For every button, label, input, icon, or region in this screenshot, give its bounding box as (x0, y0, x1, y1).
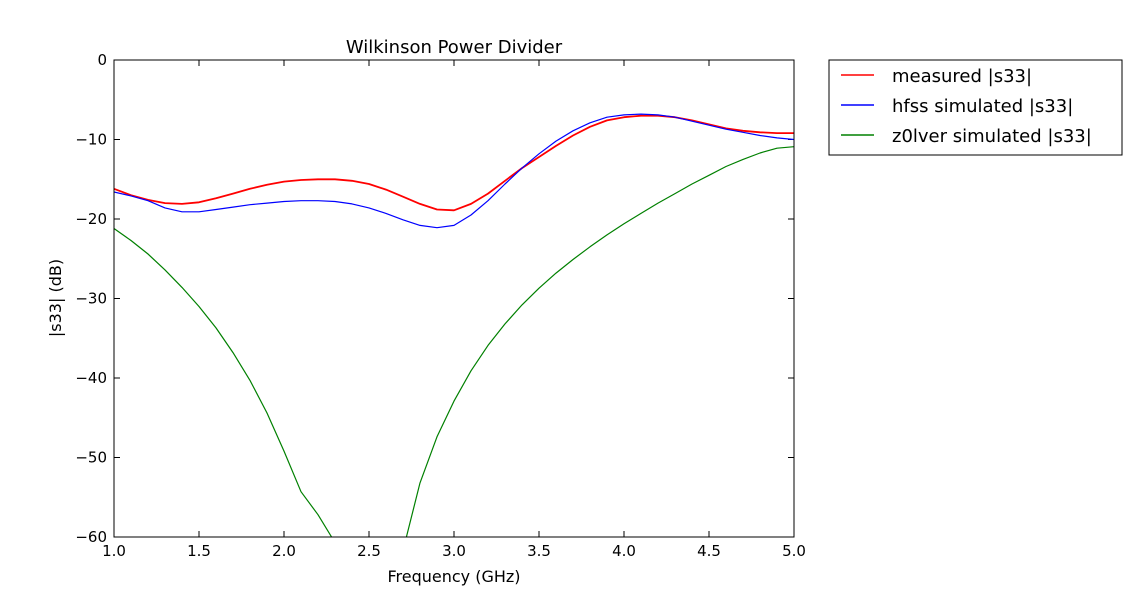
y-tick-label: −20 (75, 210, 107, 228)
legend-entry-label: hfss simulated |s33| (892, 96, 1073, 117)
series-line-2 (114, 113, 794, 229)
y-tick-label: −60 (75, 528, 107, 546)
ticks-layer: 1.0 1.5 2.0 2.5 3.0 3.5 4.0 4.5 5.0 0 −10 −20 −30 −40… (75, 51, 806, 560)
legend: measured |s33| hfss simulated |s33| z0lver… (828, 59, 1123, 156)
x-tick-label: 2.0 (272, 542, 296, 560)
y-tick-label: −10 (75, 131, 107, 149)
y-tick-label: −30 (75, 290, 107, 308)
legend-entry-label: measured |s33| (892, 66, 1032, 87)
x-tick-label: 3.0 (442, 542, 466, 560)
x-axis-label: Frequency (GHz) (387, 567, 520, 586)
series-layer (114, 113, 794, 537)
chart-title: Wilkinson Power Divider (346, 37, 563, 58)
y-tick-label: 0 (97, 51, 107, 69)
series-line-3 (114, 146, 794, 537)
x-tick-label: 4.5 (697, 542, 721, 560)
y-tick-label: −40 (75, 369, 107, 387)
x-tick-label: 5.0 (782, 542, 806, 560)
x-tick-label: 1.0 (102, 542, 126, 560)
legend-frame (828, 59, 1123, 156)
y-axis-label: |s33| (dB) (46, 259, 65, 337)
x-tick-label: 2.5 (357, 542, 381, 560)
x-tick-label: 1.5 (187, 542, 211, 560)
y-tick-label: −50 (75, 449, 107, 467)
x-tick-label: 3.5 (527, 542, 551, 560)
series-line-1 (114, 114, 794, 212)
plot-frame (113, 59, 795, 538)
x-tick-label: 4.0 (612, 542, 636, 560)
legend-entry-label: z0lver simulated |s33| (892, 126, 1092, 147)
